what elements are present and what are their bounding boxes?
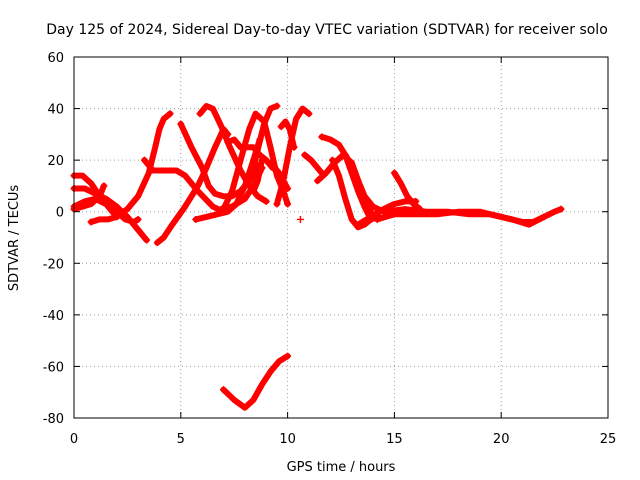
series-end-marker xyxy=(284,352,292,360)
series-trace xyxy=(248,103,280,179)
series-end-marker xyxy=(284,185,292,193)
series-start-marker xyxy=(341,151,349,159)
series-trace xyxy=(71,195,142,225)
series-trace xyxy=(154,126,231,246)
series-start-marker xyxy=(217,205,225,213)
y-tick-label: 60 xyxy=(47,51,64,66)
series-trace xyxy=(141,157,227,215)
x-tick-label: 10 xyxy=(279,432,296,447)
series-start-marker xyxy=(301,151,309,159)
series-start-marker xyxy=(192,215,200,223)
y-tick-label: -40 xyxy=(43,309,64,324)
series-trace xyxy=(224,136,276,171)
series-arc-28 xyxy=(220,352,292,411)
series-end-marker xyxy=(557,205,565,213)
series-start-marker xyxy=(153,239,161,247)
y-tick-label: 0 xyxy=(56,206,64,221)
y-tick-label: -20 xyxy=(43,257,64,272)
series-arc-18 xyxy=(277,118,298,151)
series-trace xyxy=(391,170,423,213)
x-tick-label: 0 xyxy=(70,432,78,447)
series-arc-27 xyxy=(380,206,548,228)
series-start-marker xyxy=(390,169,398,177)
series-start-marker xyxy=(380,208,388,216)
series-arc-15 xyxy=(249,156,266,195)
grid xyxy=(74,57,608,418)
series-arc-19 xyxy=(301,151,326,177)
y-tick-label: -80 xyxy=(43,412,64,427)
series-trace xyxy=(88,110,174,225)
series-trace xyxy=(278,118,297,151)
series-start-marker xyxy=(314,177,322,185)
axes: 0 5 10 15 20 25 -80 -60 -40 -20 0 20 40 60 xyxy=(43,51,617,447)
isolated-data-point xyxy=(296,215,304,223)
y-tick-label: -60 xyxy=(43,360,64,375)
series-arc-14 xyxy=(247,102,281,180)
series-trace xyxy=(71,182,107,213)
series-end-marker xyxy=(262,197,270,205)
series-start-marker xyxy=(354,221,362,229)
series-end-marker xyxy=(143,236,151,244)
x-axis-label: GPS time / hours xyxy=(287,460,396,475)
y-tick-label: 20 xyxy=(47,154,64,169)
series-trace xyxy=(71,185,150,244)
x-tick-label: 5 xyxy=(177,432,185,447)
series-trace xyxy=(220,353,291,411)
series-start-marker xyxy=(249,187,257,195)
series-end-marker xyxy=(305,110,313,118)
series-trace xyxy=(301,152,325,176)
chart-title: Day 125 of 2024, Sidereal Day-to-day VTE… xyxy=(46,22,608,38)
series-start-marker xyxy=(328,156,336,164)
series-start-marker xyxy=(247,172,255,180)
series-start-marker xyxy=(271,164,279,172)
y-tick-label: 40 xyxy=(47,103,64,118)
series-start-marker xyxy=(220,386,228,394)
series-start-marker xyxy=(87,218,95,226)
series-end-marker xyxy=(273,102,281,110)
series-start-marker xyxy=(196,110,204,118)
series-end-marker xyxy=(258,156,266,164)
series-trace xyxy=(250,157,265,195)
series-end-marker xyxy=(166,110,174,118)
series-start-marker xyxy=(140,156,148,164)
series-arc-05 xyxy=(87,110,174,226)
data-series-layer xyxy=(70,102,565,411)
series-end-marker xyxy=(540,213,548,221)
series-start-marker xyxy=(273,200,281,208)
series-end-marker xyxy=(134,215,142,223)
series-end-marker xyxy=(284,200,292,208)
x-tick-label: 20 xyxy=(493,432,510,447)
x-tick-label: 15 xyxy=(386,432,403,447)
series-start-marker xyxy=(318,133,326,141)
x-tick-label: 25 xyxy=(600,432,617,447)
y-axis-label: SDTVAR / TECUs xyxy=(7,185,22,292)
plot-frame xyxy=(73,56,609,419)
series-trace xyxy=(380,206,547,228)
series-start-marker xyxy=(373,215,381,223)
series-start-marker xyxy=(177,120,185,128)
series-end-marker xyxy=(290,143,298,151)
series-end-marker xyxy=(100,182,108,190)
series-start-marker xyxy=(277,123,285,131)
series-start-marker xyxy=(224,138,232,146)
